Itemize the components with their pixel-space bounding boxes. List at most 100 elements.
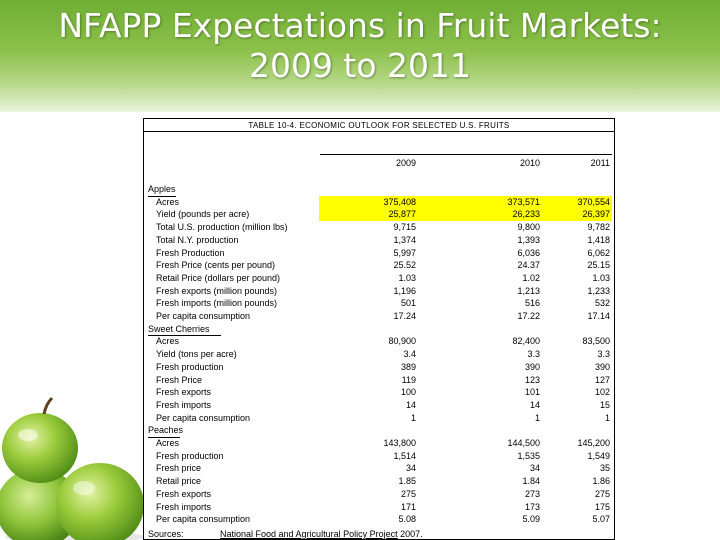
cell-2011: 145,200 [577, 438, 610, 448]
cell-2010: 9,800 [517, 222, 540, 233]
cell-2009: 9,715 [393, 222, 416, 233]
cell-2009: 375,408 [383, 196, 416, 207]
cell-2009: 389 [400, 361, 416, 372]
cell-2010: 1,213 [517, 285, 540, 296]
cell-2009: 100 [400, 387, 416, 398]
cell-2010: 516 [524, 298, 540, 309]
cell-2010: 1.02 [522, 272, 540, 283]
table-row: Fresh imports (million pounds) 501 516 532 [146, 297, 612, 310]
cell-2010: 101 [524, 387, 540, 398]
cell-2010: 82,400 [512, 336, 540, 347]
cell-2011: 6,062 [587, 247, 610, 258]
cell-2011: 15 [599, 399, 610, 410]
year-header-2010: 2010 [519, 158, 540, 168]
cell-2010: 26,233 [512, 209, 540, 220]
cell-2011: 1,418 [587, 234, 610, 245]
table-row: Yield (pounds per acre) 25,877 26,233 26,39… [146, 208, 612, 221]
cell-2010: 6,036 [517, 247, 540, 258]
cell-2010: 34 [529, 463, 540, 474]
cell-2009: 5.08 [398, 514, 416, 525]
slide-title-line2: 2009 to 2011 [248, 46, 472, 85]
row-label: Fresh production [156, 450, 224, 461]
table-row: Total N.Y. production 1,374 1,393 1,418 [146, 234, 612, 247]
row-label: Acres [156, 438, 180, 448]
table-caption: TABLE 10-4. ECONOMIC OUTLOOK FOR SELECTE… [248, 121, 510, 130]
row-label: Per capita consumption [156, 412, 251, 423]
row-label: Retail Price (dollars per pound) [156, 272, 281, 283]
title-banner [0, 0, 720, 112]
section-underline-cherries [148, 335, 221, 336]
table-row: Fresh Price 119 123 127 [146, 374, 612, 387]
table-row: Fresh exports 275 273 275 [146, 488, 612, 501]
cell-2011: 1.03 [592, 272, 610, 283]
caption-divider [143, 131, 615, 132]
cell-2009: 14 [405, 399, 416, 410]
year-header-2009: 2009 [395, 158, 416, 168]
cell-2009: 3.4 [403, 349, 416, 360]
cell-2009: 1,514 [393, 450, 416, 461]
table-row: Fresh exports (million pounds) 1,196 1,213… [146, 285, 612, 298]
row-label: Retail price [156, 476, 202, 487]
table-row: Retail price 1.85 1.84 1.86 [146, 475, 612, 488]
outlook-table [143, 118, 615, 540]
cell-2009: 1.85 [398, 476, 416, 487]
cell-2011: 127 [594, 374, 610, 385]
slide-title-line1: NFAPP Expectations in Fruit Markets: [58, 6, 662, 45]
cell-2010: 144,500 [507, 438, 540, 448]
row-label: Fresh imports [156, 501, 212, 512]
row-label: Per capita consumption [156, 514, 251, 525]
cell-2011: 370,554 [577, 196, 610, 207]
cell-2009: 1.03 [398, 272, 416, 283]
cell-2011: 175 [594, 501, 610, 512]
cell-2009: 25.52 [393, 260, 416, 271]
cell-2009: 119 [401, 374, 416, 385]
sources-link[interactable]: National Food and Agricultural Policy Pr… [220, 529, 398, 539]
section-header: Peaches [146, 424, 612, 437]
table-row: Retail Price (dollars per pound) 1.03 1.02… [146, 272, 612, 285]
section-header: Apples [146, 183, 612, 196]
table-row: Fresh imports 14 14 15 [146, 399, 612, 412]
row-label: Fresh Price (cents per pound) [156, 260, 276, 271]
table-row: Fresh Price (cents per pound) 25.52 24.37 2… [146, 259, 612, 272]
section-underline-apples [148, 196, 176, 197]
row-label: Fresh exports [156, 488, 212, 499]
cell-2009: 1,374 [393, 234, 416, 245]
cell-2011: 1,233 [587, 285, 610, 296]
year-header-2011: 2011 [590, 158, 610, 168]
row-label: Yield (tons per acre) [156, 349, 237, 360]
table-row: Fresh Production 5,997 6,036 6,062 [146, 247, 612, 260]
cell-2010: 17.22 [517, 311, 540, 321]
cell-2011: 1.86 [592, 476, 610, 487]
cell-2009: 5,997 [393, 247, 416, 258]
year-header-rule [320, 154, 612, 155]
cell-2011: 275 [594, 488, 610, 499]
cell-2010: 390 [524, 361, 540, 372]
section-name: Peaches [148, 425, 184, 436]
row-label: Total U.S. production (million lbs) [156, 222, 288, 233]
section-header: Sweet Cherries [146, 323, 612, 336]
section-name: Apples [148, 184, 176, 194]
table-row: Acres 375,408 373,571 370,554 [146, 195, 612, 209]
cell-2011: 102 [594, 387, 610, 398]
cell-2011: 26,397 [582, 209, 610, 220]
row-label: Total N.Y. production [156, 234, 239, 245]
row-label: Fresh exports (million pounds) [156, 285, 278, 296]
table-row: Fresh price 34 34 35 [146, 462, 612, 475]
green-apples-image [0, 396, 145, 540]
cell-2010: 1,535 [517, 450, 540, 461]
table-row: Yield (tons per acre) 3.4 3.3 3.3 [146, 348, 612, 361]
cell-2009: 275 [400, 488, 416, 499]
cell-2010: 173 [524, 501, 540, 512]
table-row: Total U.S. production (million lbs) 9,715… [146, 221, 612, 234]
table-row: Fresh production 1,514 1,535 1,549 [146, 450, 612, 463]
cell-2009: 34 [405, 463, 416, 474]
cell-2010: 24.37 [517, 260, 540, 271]
cell-2010: 123 [524, 374, 540, 385]
row-label: Fresh exports [156, 387, 212, 398]
row-label: Fresh production [156, 361, 224, 372]
cell-2011: 390 [594, 361, 610, 372]
cell-2011: 83,500 [582, 336, 610, 347]
table-row: Per capita consumption 5.08 5.09 5.07 [146, 513, 612, 526]
cell-2009: 25,877 [388, 209, 416, 220]
cell-2009: 501 [400, 298, 416, 309]
